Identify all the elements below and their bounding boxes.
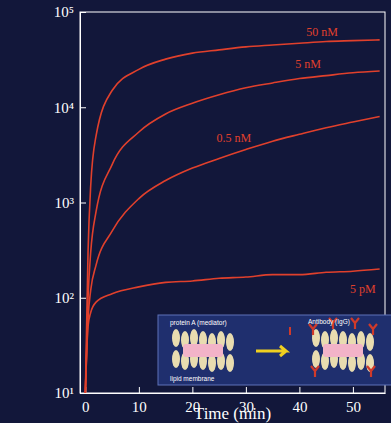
y-tick-mark	[80, 298, 86, 299]
inset-label: protein A (mediator)	[170, 319, 227, 327]
x-tick-mark	[246, 387, 247, 393]
y-tick: 10²	[55, 290, 87, 306]
antibody	[369, 324, 377, 335]
x-tick-mark	[192, 387, 193, 393]
x-tick-label: 10	[132, 399, 147, 415]
lipid	[172, 329, 180, 347]
lipid	[226, 333, 234, 351]
y-tick: 10¹	[55, 385, 87, 401]
y-tick-label: 10¹	[55, 385, 75, 401]
x-tick-mark	[299, 387, 300, 393]
inset: protein A (mediator) Antibody (IgG) lipid …	[158, 315, 391, 385]
y-tick: 10³	[55, 195, 87, 211]
x-tick: 50	[346, 387, 361, 415]
x-tick: 40	[292, 387, 307, 415]
y-axis: 10¹ 10² 10³ 10⁴ 10⁵	[54, 4, 86, 401]
y-tick: 10⁴	[54, 100, 86, 116]
antibody	[311, 366, 319, 377]
inset-label: lipid membrane	[170, 375, 215, 383]
antibody	[289, 327, 291, 335]
chart: 0102030405010¹10²10³10⁴10⁵50 nM5 nM0.5 n…	[0, 0, 391, 423]
series-label: 0.5 nM	[217, 131, 252, 145]
x-tick-mark	[139, 387, 140, 393]
protein	[323, 344, 363, 357]
lipid	[172, 350, 180, 368]
lipid	[366, 333, 374, 351]
series-label: 50 nM	[306, 25, 338, 39]
plot: 0102030405010¹10²10³10⁴10⁵50 nM5 nM0.5 n…	[54, 4, 391, 414]
y-tick: 10⁵	[54, 4, 86, 20]
series-label: 5 pM	[350, 282, 376, 296]
antibody	[367, 366, 375, 377]
series-label: 5 nM	[295, 57, 321, 71]
y-tick-label: 10⁴	[54, 100, 74, 116]
membrane	[309, 318, 377, 377]
x-axis-title: Time (min)	[194, 404, 271, 423]
y-tick-mark	[80, 203, 86, 204]
background	[0, 0, 391, 423]
y-tick-mark	[80, 393, 86, 394]
x-tick-label: 40	[292, 399, 307, 415]
series-line	[85, 71, 379, 393]
x-tick-label: 50	[346, 399, 361, 415]
y-tick-mark	[80, 12, 86, 13]
x-tick: 10	[132, 387, 147, 415]
lipid	[226, 354, 234, 372]
membrane	[172, 329, 234, 372]
lipid	[312, 350, 320, 368]
lines	[85, 40, 379, 393]
arrow	[256, 346, 286, 356]
y-tick-mark	[80, 107, 86, 108]
antibody	[351, 318, 359, 329]
antibody	[309, 324, 317, 335]
x-tick-mark	[353, 387, 354, 393]
x-tick-label: 0	[82, 399, 90, 415]
y-tick-label: 10³	[55, 195, 75, 211]
series-line	[85, 40, 379, 393]
y-tick-label: 10²	[55, 290, 75, 306]
inset-label: Antibody (IgG)	[308, 318, 350, 326]
x-axis-line	[81, 393, 386, 394]
protein	[183, 344, 223, 357]
y-tick-label: 10⁵	[54, 4, 74, 20]
inset-box	[158, 315, 391, 385]
